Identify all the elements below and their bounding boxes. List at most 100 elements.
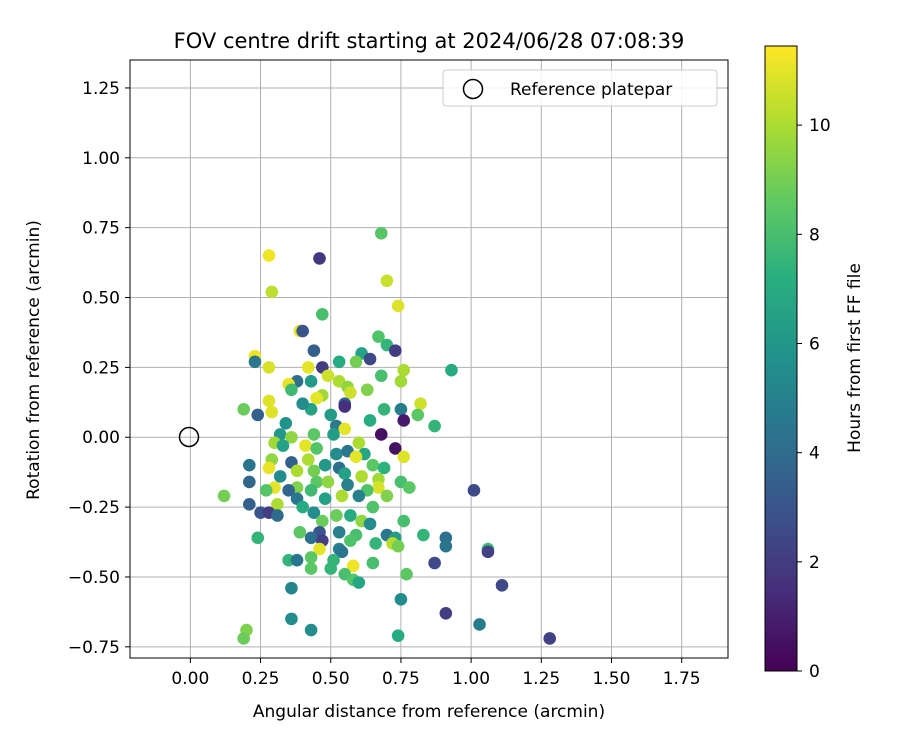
data-point <box>310 442 323 455</box>
data-point <box>296 324 309 338</box>
data-point <box>285 612 298 626</box>
colorbar-tick-label: 0 <box>809 662 820 682</box>
data-point <box>243 475 256 489</box>
data-point <box>374 428 388 441</box>
x-tick-label: 1.00 <box>452 669 490 689</box>
data-point <box>290 464 304 478</box>
data-point <box>262 361 276 374</box>
data-point <box>296 500 309 514</box>
data-point <box>346 559 360 573</box>
data-point <box>397 514 411 528</box>
chart-title: FOV centre drift starting at 2024/06/28 … <box>174 29 685 53</box>
data-point <box>251 531 265 545</box>
data-point <box>265 285 279 299</box>
data-point <box>273 470 287 483</box>
data-point <box>372 330 385 343</box>
data-point <box>344 534 357 547</box>
scatter-points <box>217 226 557 645</box>
colorbar: 0 2 4 6 8 10 Hours from first FF file <box>764 45 865 682</box>
x-axis-ticks: 0.00 0.25 0.50 0.75 1.00 1.25 1.50 1.75 <box>171 658 701 689</box>
data-point <box>248 355 262 369</box>
data-point <box>307 344 321 357</box>
data-point <box>397 450 411 464</box>
data-point <box>299 439 312 452</box>
legend: Reference platepar <box>442 69 718 107</box>
data-point <box>285 430 298 444</box>
data-point <box>366 556 380 570</box>
data-point <box>304 623 318 637</box>
data-point <box>335 545 349 559</box>
data-point <box>304 375 318 388</box>
colorbar-label: Hours from first FF file <box>845 263 865 453</box>
x-tick-label: 0.75 <box>382 669 420 689</box>
y-tick-label: 0.25 <box>82 358 120 378</box>
data-point <box>352 489 366 503</box>
y-tick-label: −0.50 <box>68 568 120 588</box>
data-point <box>338 400 352 413</box>
data-point <box>403 481 416 494</box>
data-point <box>217 489 231 503</box>
data-point <box>360 383 374 397</box>
data-point <box>290 553 304 567</box>
data-point <box>394 402 408 416</box>
data-point <box>439 539 453 553</box>
colorbar-tick-label: 6 <box>809 334 820 354</box>
data-point <box>285 383 298 397</box>
data-point <box>313 542 326 556</box>
data-point <box>411 408 425 422</box>
data-point <box>391 299 405 313</box>
data-point <box>380 489 394 503</box>
colorbar-gradient <box>764 45 798 672</box>
data-point <box>417 528 430 542</box>
data-point <box>237 632 251 645</box>
data-point <box>414 397 427 411</box>
data-point <box>363 517 377 531</box>
legend-box <box>442 69 718 107</box>
data-point <box>397 414 411 427</box>
data-point <box>335 489 349 503</box>
data-point <box>352 576 366 589</box>
data-point <box>318 492 332 506</box>
y-axis-label: Rotation from reference (arcmin) <box>24 220 44 500</box>
data-point <box>363 414 377 427</box>
x-tick-label: 0.00 <box>171 669 209 689</box>
legend-reference-label: Reference platepar <box>510 80 672 100</box>
data-point <box>389 344 402 357</box>
data-point <box>445 363 458 377</box>
y-tick-label: 0.75 <box>82 219 120 239</box>
data-point <box>543 632 557 645</box>
y-axis-ticks: −0.75 −0.50 −0.25 0.00 0.25 0.50 0.75 1.00 1.25 <box>68 79 130 658</box>
data-point <box>473 618 486 631</box>
data-point <box>355 470 368 483</box>
data-point <box>259 484 273 497</box>
data-point <box>374 226 388 240</box>
data-point <box>237 402 251 416</box>
colorbar-tick-label: 10 <box>809 116 831 136</box>
x-tick-label: 0.50 <box>312 669 350 689</box>
data-point <box>349 355 363 369</box>
data-point <box>262 249 276 262</box>
data-point <box>394 375 408 388</box>
data-point <box>293 525 307 539</box>
data-point <box>397 363 411 377</box>
colorbar-tick-label: 2 <box>809 553 820 573</box>
data-point <box>428 556 441 570</box>
data-point <box>271 498 284 511</box>
data-point <box>338 467 352 480</box>
data-point <box>332 525 346 539</box>
y-tick-label: 1.00 <box>82 149 120 169</box>
x-tick-label: 0.25 <box>242 669 280 689</box>
data-point <box>330 447 343 461</box>
data-point <box>324 408 338 422</box>
y-tick-label: 0.00 <box>82 428 120 448</box>
data-point <box>285 581 298 595</box>
data-point <box>301 361 315 374</box>
data-point <box>304 531 318 545</box>
data-point <box>428 419 441 433</box>
data-point <box>316 307 329 321</box>
data-point <box>344 386 357 399</box>
data-point <box>296 397 309 411</box>
data-point <box>374 369 388 383</box>
x-tick-label: 1.50 <box>593 669 631 689</box>
